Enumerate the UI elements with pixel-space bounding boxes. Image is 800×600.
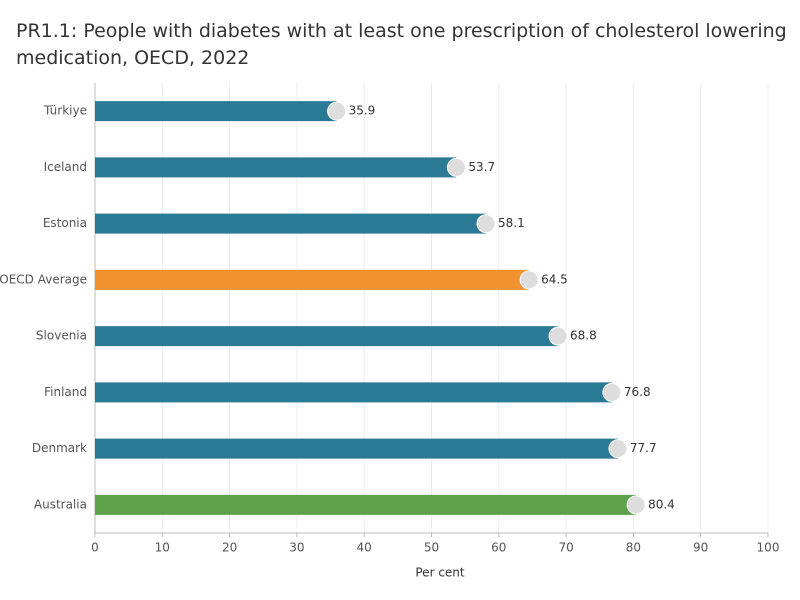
y-tick-label: Slovenia xyxy=(36,329,87,343)
flag-icon xyxy=(446,157,466,177)
x-tick-label: 100 xyxy=(757,541,780,555)
flag-icon xyxy=(519,270,539,290)
y-tick-label: Türkiye xyxy=(43,104,87,118)
bar xyxy=(95,269,530,290)
x-axis-title: Per cent xyxy=(415,566,465,580)
y-tick-label: Denmark xyxy=(32,441,87,455)
y-tick-label: OECD Average xyxy=(0,272,87,286)
y-tick-label: Australia xyxy=(34,497,87,511)
flag-icon xyxy=(548,326,568,346)
bar xyxy=(95,326,559,347)
y-tick-label: Finland xyxy=(44,385,87,399)
x-tick-label: 10 xyxy=(155,541,170,555)
value-label: 80.4 xyxy=(648,497,675,511)
value-label: 76.8 xyxy=(624,385,651,399)
x-tick-label: 60 xyxy=(491,541,506,555)
bar xyxy=(95,494,637,515)
value-label: 58.1 xyxy=(498,216,525,230)
value-label: 53.7 xyxy=(468,160,495,174)
bar xyxy=(95,101,337,122)
x-tick-label: 90 xyxy=(693,541,708,555)
flag-icon xyxy=(608,439,628,459)
chart-title: PR1.1: People with diabetes with at leas… xyxy=(16,20,787,69)
flag-icon xyxy=(327,101,347,121)
y-tick-label: Iceland xyxy=(44,160,87,174)
bar xyxy=(95,382,612,403)
x-tick-label: 20 xyxy=(222,541,237,555)
x-tick-label: 0 xyxy=(91,541,99,555)
value-label: 77.7 xyxy=(630,441,657,455)
x-tick-label: 70 xyxy=(558,541,573,555)
value-label: 35.9 xyxy=(349,104,376,118)
bar xyxy=(95,438,618,459)
x-tick-label: 50 xyxy=(424,541,439,555)
flag-icon xyxy=(626,495,646,515)
value-label: 68.8 xyxy=(570,329,597,343)
x-tick-label: 30 xyxy=(289,541,304,555)
value-label: 64.5 xyxy=(541,272,568,286)
y-tick-label: Estonia xyxy=(43,216,87,230)
x-tick-label: 40 xyxy=(357,541,372,555)
x-tick-label: 80 xyxy=(626,541,641,555)
bar xyxy=(95,157,457,178)
bar xyxy=(95,213,487,234)
flag-icon xyxy=(476,214,496,234)
flag-icon xyxy=(602,382,622,402)
